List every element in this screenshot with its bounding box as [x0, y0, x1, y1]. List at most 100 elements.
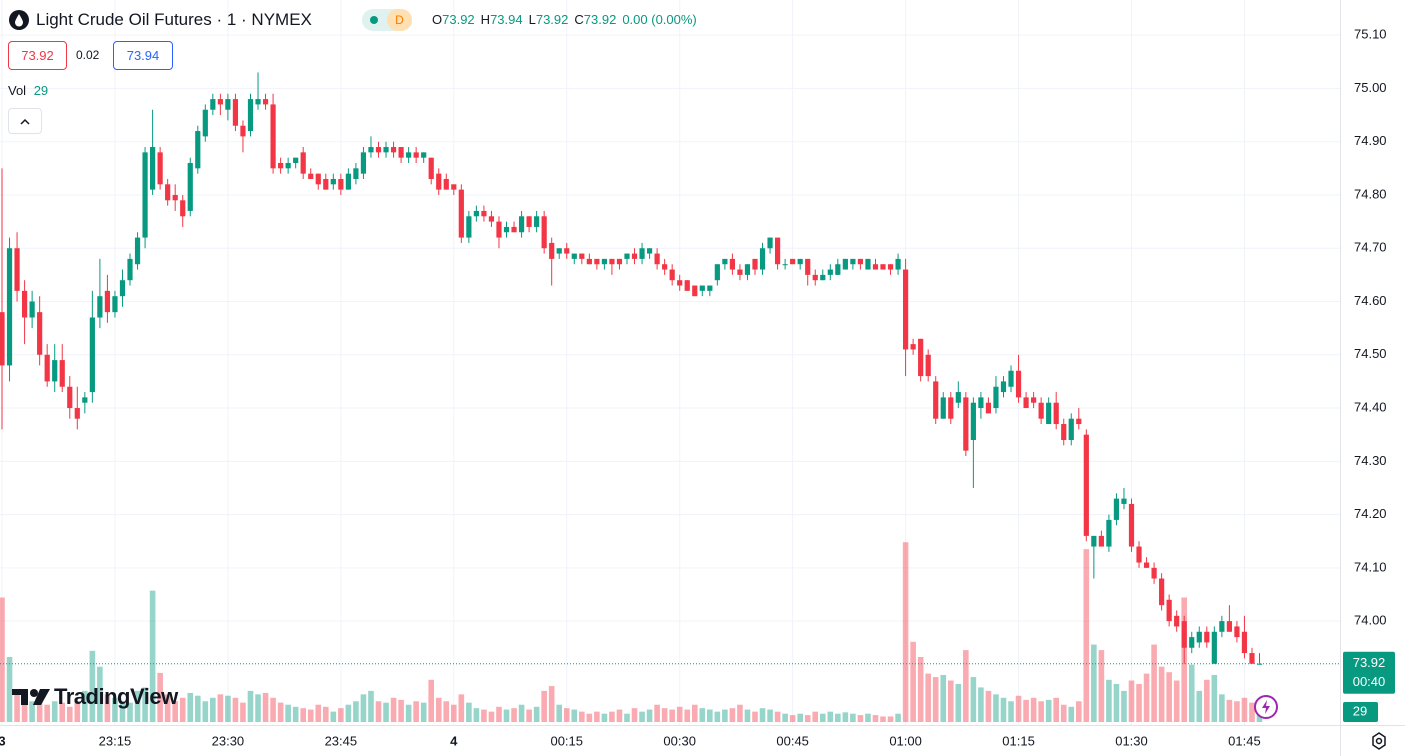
volume-bar	[420, 702, 427, 722]
candle-body	[963, 397, 969, 451]
candle-body	[195, 131, 201, 169]
volume-bar	[187, 692, 194, 722]
volume-bar	[963, 650, 969, 722]
x-tick-label: 4	[450, 733, 458, 748]
volume-bar	[835, 713, 841, 722]
candle-body	[345, 173, 351, 190]
candle-body	[473, 210, 479, 217]
candle-body	[586, 258, 592, 265]
volume-bar	[89, 650, 96, 722]
volume-bar	[51, 701, 58, 722]
candle-body	[1196, 631, 1202, 643]
candle-body	[1241, 631, 1248, 654]
candle-body	[150, 147, 156, 190]
ohlc-legend: O73.92 H73.94 L73.92 C73.92 0.00 (0.00%)	[432, 12, 697, 27]
volume-bar	[142, 687, 148, 722]
candle-body	[872, 264, 879, 270]
volume-bar	[737, 704, 743, 722]
volume-bar	[646, 709, 653, 722]
x-tick-label: 00:15	[550, 733, 583, 748]
candle-body	[187, 163, 193, 211]
volume-bar	[1053, 697, 1059, 722]
candle-body	[278, 163, 284, 169]
candle-body	[955, 392, 961, 403]
candle-body	[1098, 535, 1104, 547]
bid-button[interactable]: 73.92	[8, 41, 67, 70]
candle-body	[541, 216, 547, 249]
candle-body	[360, 152, 367, 174]
chevron	[20, 118, 30, 125]
candle-body	[210, 99, 216, 110]
lightning-button[interactable]	[1253, 694, 1279, 720]
x-tick-label: 00:45	[776, 733, 809, 748]
candle-body	[940, 397, 946, 419]
candle-body	[44, 354, 50, 382]
volume-bar	[1143, 673, 1150, 722]
x-tick-label: 00:30	[663, 733, 696, 748]
volume-bar	[1219, 694, 1225, 722]
volume-bar	[1091, 644, 1097, 722]
candle-body	[692, 285, 698, 297]
volume-bar	[1249, 702, 1255, 722]
volume-bar	[292, 706, 299, 722]
volume-bar	[955, 683, 962, 722]
legend-value: 73.92	[442, 12, 475, 27]
volume-bar	[1128, 680, 1135, 722]
candle-body	[97, 296, 103, 318]
legend-value: 73.92	[535, 12, 569, 27]
candle-body	[225, 99, 231, 110]
candle-body	[0, 312, 5, 366]
volume-bar	[752, 711, 758, 722]
candle-body	[353, 168, 359, 179]
volume-bar	[270, 697, 276, 722]
ask-button[interactable]: 73.94	[113, 41, 173, 70]
symbol-icon[interactable]	[8, 9, 30, 34]
volume-bar	[383, 702, 389, 722]
volume-bar	[247, 690, 254, 722]
volume-bar	[548, 686, 555, 722]
candle-body	[232, 99, 239, 126]
y-tick-label: 74.40	[1354, 399, 1387, 414]
collapse-button[interactable]	[8, 108, 42, 134]
volume-bar	[940, 674, 947, 722]
candle-body	[526, 216, 532, 227]
volume-value: 29	[33, 83, 49, 98]
volume-bar	[127, 702, 133, 722]
volume-bar	[29, 701, 35, 722]
volume-bar	[789, 715, 796, 722]
candle-body	[631, 253, 638, 259]
volume-bar	[880, 716, 886, 722]
volume-bar	[767, 709, 773, 722]
candle-body	[247, 99, 254, 132]
logo[interactable]: TradingView	[10, 683, 178, 710]
x-tick-label: 23:30	[212, 733, 245, 748]
volume-bar	[496, 706, 502, 722]
volume-bar	[1226, 699, 1233, 722]
candle-body	[729, 258, 736, 270]
candle-body	[1249, 653, 1255, 664]
y-tick-label: 74.90	[1354, 133, 1387, 148]
candle-body	[421, 152, 427, 158]
candle-body	[1166, 599, 1172, 622]
market-status[interactable]: D	[362, 9, 412, 31]
volume-bar	[345, 704, 352, 722]
volume-bar	[729, 708, 736, 722]
candle-body	[293, 157, 299, 164]
candle-body	[774, 237, 781, 265]
candle-body	[383, 147, 389, 153]
volume-bar	[6, 657, 13, 722]
candle-body	[1000, 381, 1007, 393]
volume-bar	[1060, 704, 1067, 722]
volume-bar	[194, 695, 201, 722]
chart-title[interactable]: Light Crude Oil Futures · 1 · NYMEX	[36, 10, 312, 29]
settings-button[interactable]	[1369, 731, 1389, 751]
candle-body	[903, 269, 909, 350]
volume-bar	[149, 590, 156, 722]
volume-bar	[518, 704, 525, 722]
candle-body	[594, 258, 600, 265]
volume-bar	[571, 709, 578, 722]
volume-bar	[300, 708, 306, 722]
legend-key: H	[480, 12, 491, 27]
x-tick-label: 23:15	[99, 733, 132, 748]
volume-bar	[1188, 664, 1195, 722]
